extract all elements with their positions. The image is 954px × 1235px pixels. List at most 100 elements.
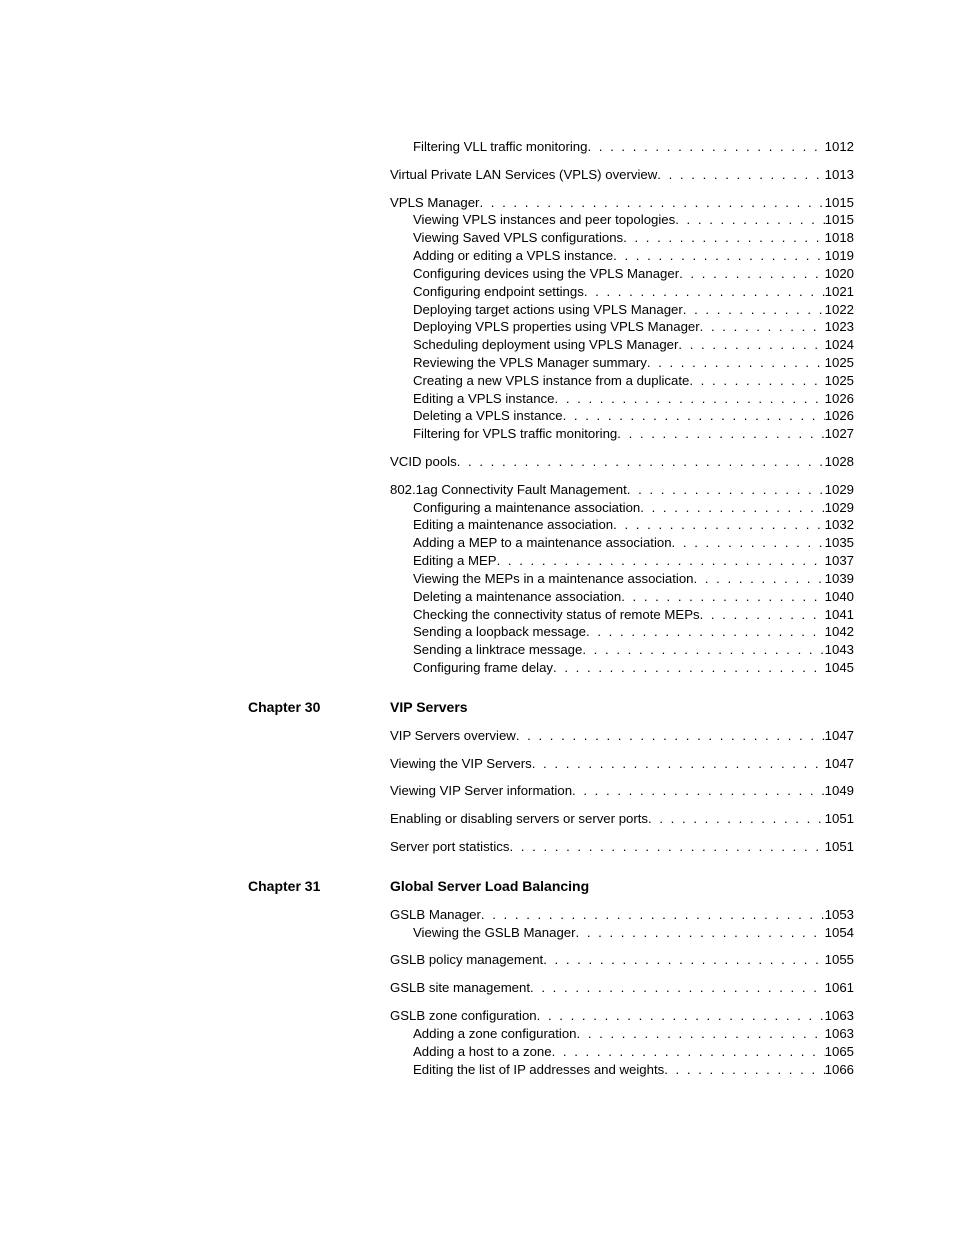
toc-entry-title: Viewing the VIP Servers: [390, 755, 532, 773]
toc-entry[interactable]: Viewing VPLS instances and peer topologi…: [248, 211, 854, 229]
toc-entry[interactable]: Viewing the VIP Servers . . . . . . . . …: [248, 755, 854, 773]
toc-block: Viewing the VIP Servers . . . . . . . . …: [248, 755, 854, 773]
toc-entry[interactable]: Server port statistics . . . . . . . . .…: [248, 838, 854, 856]
toc-block: Server port statistics . . . . . . . . .…: [248, 838, 854, 856]
toc-entry[interactable]: GSLB site management . . . . . . . . . .…: [248, 979, 854, 997]
toc-entry[interactable]: Sending a loopback message . . . . . . .…: [248, 623, 854, 641]
toc-entry[interactable]: GSLB policy management . . . . . . . . .…: [248, 951, 854, 969]
toc-section: Filtering VLL traffic monitoring . . . .…: [248, 138, 854, 677]
toc-entry-title: 802.1ag Connectivity Fault Management: [390, 481, 627, 499]
toc-entry[interactable]: Enabling or disabling servers or server …: [248, 810, 854, 828]
toc-entry[interactable]: VCID pools . . . . . . . . . . . . . . .…: [248, 453, 854, 471]
toc-entry[interactable]: Filtering VLL traffic monitoring . . . .…: [248, 138, 854, 156]
toc-entry-page: 1061: [825, 979, 854, 997]
toc-leader-dots: . . . . . . . . . . . . . . . . . . . . …: [577, 1025, 825, 1043]
toc-leader-dots: . . . . . . . . . . . . . . . . . . . . …: [555, 390, 825, 408]
toc-leader-dots: . . . . . . . . . . . . . . . . . . . . …: [621, 588, 824, 606]
toc-block: VPLS Manager . . . . . . . . . . . . . .…: [248, 194, 854, 443]
toc-leader-dots: . . . . . . . . . . . . . . . . . . . . …: [572, 782, 825, 800]
toc-entry-page: 1024: [825, 336, 854, 354]
toc-leader-dots: . . . . . . . . . . . . . . . . . . . . …: [700, 318, 825, 336]
toc-entry-title: GSLB site management: [390, 979, 530, 997]
chapter-heading: Global Server Load Balancing: [390, 878, 854, 894]
toc-leader-dots: . . . . . . . . . . . . . . . . . . . . …: [552, 1043, 825, 1061]
toc-entry[interactable]: Viewing the GSLB Manager . . . . . . . .…: [248, 924, 854, 942]
toc-entry[interactable]: Deploying target actions using VPLS Mana…: [248, 301, 854, 319]
toc-entry[interactable]: Editing a maintenance association . . . …: [248, 516, 854, 534]
toc-entry-page: 1040: [825, 588, 854, 606]
toc-entry[interactable]: Deleting a VPLS instance . . . . . . . .…: [248, 407, 854, 425]
toc-entry[interactable]: Creating a new VPLS instance from a dupl…: [248, 372, 854, 390]
toc-entry[interactable]: GSLB zone configuration . . . . . . . . …: [248, 1007, 854, 1025]
toc-entry[interactable]: Configuring devices using the VPLS Manag…: [248, 265, 854, 283]
toc-block: Virtual Private LAN Services (VPLS) over…: [248, 166, 854, 184]
toc-entry[interactable]: Sending a linktrace message . . . . . . …: [248, 641, 854, 659]
toc-entry-title: Filtering VLL traffic monitoring: [413, 138, 587, 156]
toc-entry-page: 1025: [825, 372, 854, 390]
toc-entry-title: Configuring frame delay: [413, 659, 553, 677]
toc-entry[interactable]: Configuring a maintenance association . …: [248, 499, 854, 517]
toc-leader-dots: . . . . . . . . . . . . . . . . . . . . …: [617, 425, 824, 443]
toc-entry-title: Editing a VPLS instance: [413, 390, 555, 408]
toc-entry[interactable]: Deleting a maintenance association . . .…: [248, 588, 854, 606]
toc-entry-title: Enabling or disabling servers or server …: [390, 810, 648, 828]
toc-entry-title: Viewing the GSLB Manager: [413, 924, 576, 942]
toc-entry[interactable]: Adding a MEP to a maintenance associatio…: [248, 534, 854, 552]
toc-entry[interactable]: Adding a host to a zone . . . . . . . . …: [248, 1043, 854, 1061]
toc-block: GSLB Manager . . . . . . . . . . . . . .…: [248, 906, 854, 942]
toc-entry-page: 1015: [825, 194, 854, 212]
toc-entry[interactable]: Configuring endpoint settings . . . . . …: [248, 283, 854, 301]
toc-entry[interactable]: Viewing the MEPs in a maintenance associ…: [248, 570, 854, 588]
toc-entry[interactable]: Virtual Private LAN Services (VPLS) over…: [248, 166, 854, 184]
toc-entry[interactable]: VIP Servers overview . . . . . . . . . .…: [248, 727, 854, 745]
toc-leader-dots: . . . . . . . . . . . . . . . . . . . . …: [672, 534, 825, 552]
toc-entry-title: Creating a new VPLS instance from a dupl…: [413, 372, 689, 390]
toc-leader-dots: . . . . . . . . . . . . . . . . . . . . …: [647, 354, 825, 372]
toc-entry-page: 1065: [825, 1043, 854, 1061]
toc-entry[interactable]: Editing the list of IP addresses and wei…: [248, 1061, 854, 1079]
toc-entry-title: GSLB zone configuration: [390, 1007, 537, 1025]
toc-leader-dots: . . . . . . . . . . . . . . . . . . . . …: [530, 979, 825, 997]
toc-entry-title: Sending a loopback message: [413, 623, 586, 641]
toc-leader-dots: . . . . . . . . . . . . . . . . . . . . …: [587, 138, 824, 156]
toc-leader-dots: . . . . . . . . . . . . . . . . . . . . …: [640, 499, 824, 517]
toc-entry[interactable]: Deploying VPLS properties using VPLS Man…: [248, 318, 854, 336]
toc-entry-title: Editing a maintenance association: [413, 516, 613, 534]
toc-entry-title: GSLB Manager: [390, 906, 481, 924]
toc-entry-page: 1022: [825, 301, 854, 319]
toc-entry[interactable]: Checking the connectivity status of remo…: [248, 606, 854, 624]
toc-section: Chapter 31Global Server Load Balancing GS…: [248, 878, 854, 1079]
toc-entry-page: 1026: [825, 407, 854, 425]
toc-entry[interactable]: GSLB Manager . . . . . . . . . . . . . .…: [248, 906, 854, 924]
toc-entry[interactable]: Scheduling deployment using VPLS Manager…: [248, 336, 854, 354]
toc-entry[interactable]: Viewing VIP Server information . . . . .…: [248, 782, 854, 800]
toc-entry-page: 1049: [825, 782, 854, 800]
toc-entry-page: 1023: [825, 318, 854, 336]
toc-entry[interactable]: Adding or editing a VPLS instance . . . …: [248, 247, 854, 265]
toc-entry[interactable]: Filtering for VPLS traffic monitoring . …: [248, 425, 854, 443]
toc-entry-title: Virtual Private LAN Services (VPLS) over…: [390, 166, 657, 184]
toc-entry[interactable]: Editing a VPLS instance . . . . . . . . …: [248, 390, 854, 408]
toc-leader-dots: . . . . . . . . . . . . . . . . . . . . …: [689, 372, 824, 390]
toc-block: VCID pools . . . . . . . . . . . . . . .…: [248, 453, 854, 471]
toc-entry[interactable]: VPLS Manager . . . . . . . . . . . . . .…: [248, 194, 854, 212]
toc-entry-page: 1020: [825, 265, 854, 283]
toc-leader-dots: . . . . . . . . . . . . . . . . . . . . …: [543, 951, 824, 969]
toc-block: 802.1ag Connectivity Fault Management . …: [248, 481, 854, 677]
toc-block: Enabling or disabling servers or server …: [248, 810, 854, 828]
toc-entry-title: Configuring endpoint settings: [413, 283, 584, 301]
toc-entry-page: 1028: [825, 453, 854, 471]
toc-entry[interactable]: Configuring frame delay . . . . . . . . …: [248, 659, 854, 677]
toc-entry-page: 1039: [825, 570, 854, 588]
toc-entry[interactable]: 802.1ag Connectivity Fault Management . …: [248, 481, 854, 499]
toc-entry-title: Deploying VPLS properties using VPLS Man…: [413, 318, 700, 336]
toc-entry-page: 1015: [825, 211, 854, 229]
toc-entry[interactable]: Reviewing the VPLS Manager summary . . .…: [248, 354, 854, 372]
toc-entry-page: 1063: [825, 1007, 854, 1025]
toc-leader-dots: . . . . . . . . . . . . . . . . . . . . …: [576, 924, 825, 942]
chapter-row: Chapter 31Global Server Load Balancing: [248, 878, 854, 894]
toc-entry[interactable]: Editing a MEP . . . . . . . . . . . . . …: [248, 552, 854, 570]
toc-entry-title: Viewing Saved VPLS configurations: [413, 229, 623, 247]
toc-entry[interactable]: Adding a zone configuration . . . . . . …: [248, 1025, 854, 1043]
toc-entry[interactable]: Viewing Saved VPLS configurations . . . …: [248, 229, 854, 247]
